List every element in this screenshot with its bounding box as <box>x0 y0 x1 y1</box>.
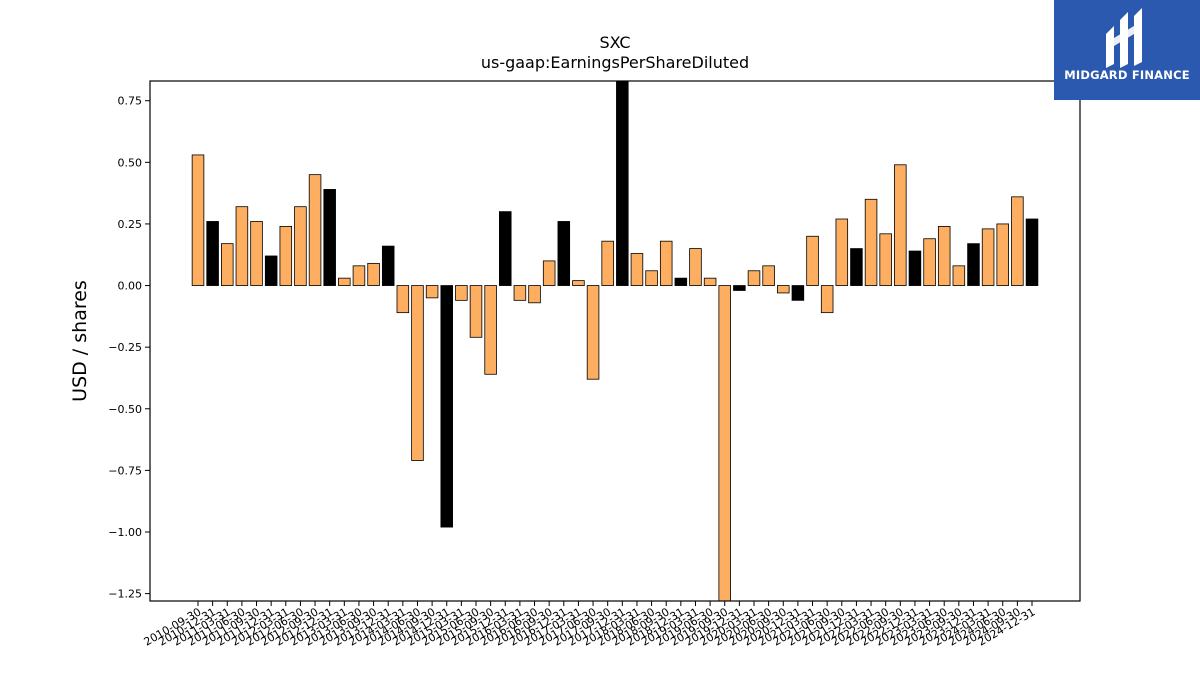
bar-2014-03-31 <box>396 285 410 314</box>
bar-2015-12-31 <box>499 211 512 286</box>
bar-2017-09-30 <box>601 240 614 286</box>
brand-name: MIDGARD FINANCE <box>1064 68 1190 82</box>
y-tick-label: −1.25 <box>108 588 142 601</box>
bar-2015-03-31 <box>455 285 468 301</box>
bar-2023-06-30 <box>937 225 951 286</box>
bar-2014-09-30 <box>425 285 439 299</box>
bar-2016-03-31 <box>513 285 527 301</box>
y-tick-label: 0.25 <box>118 218 143 231</box>
bar-2021-03-31 <box>806 235 819 286</box>
bar-2013-06-30 <box>352 265 366 286</box>
y-tick-label: 0.50 <box>118 156 143 169</box>
midgard-logo-icon <box>1106 8 1142 68</box>
bar-2024-06-30 <box>996 223 1009 286</box>
bar-2022-03-31 <box>864 198 878 286</box>
bar-2022-12-31 <box>908 250 922 286</box>
bar-2010-09-30 <box>191 154 205 286</box>
bar-2012-06-30 <box>294 206 307 286</box>
y-tick-label: 0.00 <box>118 280 143 293</box>
bar-series <box>191 81 1039 601</box>
y-tick-label: −1.00 <box>108 526 142 539</box>
y-tick-label: 0.75 <box>118 95 143 108</box>
bar-2017-12-31 <box>616 81 629 286</box>
bar-2022-09-30 <box>894 164 907 286</box>
bar-2024-09-30 <box>1011 196 1024 286</box>
bar-2013-03-31 <box>338 277 351 286</box>
bar-2020-03-31 <box>747 270 761 286</box>
bar-2010-12-31 <box>206 221 219 286</box>
bar-2021-12-31 <box>850 248 863 286</box>
bar-2011-09-30 <box>250 221 263 286</box>
bar-2018-03-31 <box>630 253 644 286</box>
bar-2011-12-31 <box>264 255 278 286</box>
y-axis: −1.25 −1.00 −0.75 −0.50 −0.25 0.00 0.25 0.50 0.7… <box>108 95 150 601</box>
bar-2023-09-30 <box>952 265 966 286</box>
bar-2022-06-30 <box>879 233 892 286</box>
bar-2020-06-30 <box>762 265 775 286</box>
bar-2014-12-31 <box>440 285 453 528</box>
bar-2024-12-31 <box>1025 218 1039 286</box>
bar-2011-03-31 <box>221 243 234 286</box>
bar-2021-06-30 <box>820 285 834 314</box>
bar-2017-03-31 <box>572 280 585 286</box>
bar-2019-12-31 <box>733 285 746 291</box>
y-tick-label: −0.50 <box>108 403 142 416</box>
bar-2013-09-30 <box>367 262 380 286</box>
bar-2017-06-30 <box>586 285 600 380</box>
bar-2024-03-31 <box>981 228 995 286</box>
bar-2016-12-31 <box>557 221 571 286</box>
bar-2016-06-30 <box>528 285 541 304</box>
bar-2020-09-30 <box>777 285 790 294</box>
bar-2014-06-30 <box>411 285 424 461</box>
bar-2016-09-30 <box>542 260 556 286</box>
x-axis: 2010-09-302010-12-312011-03-312011-06-30… <box>142 601 1038 649</box>
chart-title: SXC <box>599 33 630 52</box>
brand-logo: MIDGARD FINANCE <box>1054 0 1200 100</box>
bar-2011-06-30 <box>235 206 249 286</box>
bar-2015-06-30 <box>469 285 483 338</box>
bar-2023-12-31 <box>967 243 980 286</box>
bar-2021-09-30 <box>835 218 849 286</box>
y-tick-label: −0.25 <box>108 341 142 354</box>
bar-2018-06-30 <box>645 270 658 286</box>
bar-2018-12-31 <box>674 277 688 286</box>
bar-2015-09-30 <box>484 285 497 375</box>
bar-2018-09-30 <box>659 240 673 286</box>
bar-2012-03-31 <box>279 225 293 286</box>
bar-2012-09-30 <box>308 174 322 286</box>
y-tick-label: −0.75 <box>108 464 142 477</box>
plot-frame <box>149 80 1081 602</box>
bar-2013-12-31 <box>381 245 395 286</box>
bar-2020-12-31 <box>791 285 805 301</box>
chart-subtitle: us-gaap:EarningsPerShareDiluted <box>481 53 749 72</box>
bar-2023-03-31 <box>923 238 936 286</box>
y-axis-label: USD / shares <box>69 280 91 402</box>
bar-2012-12-31 <box>323 189 336 286</box>
bar-2019-03-31 <box>689 248 702 286</box>
bar-2019-06-30 <box>703 277 717 286</box>
bar-2019-09-30 <box>718 285 731 601</box>
